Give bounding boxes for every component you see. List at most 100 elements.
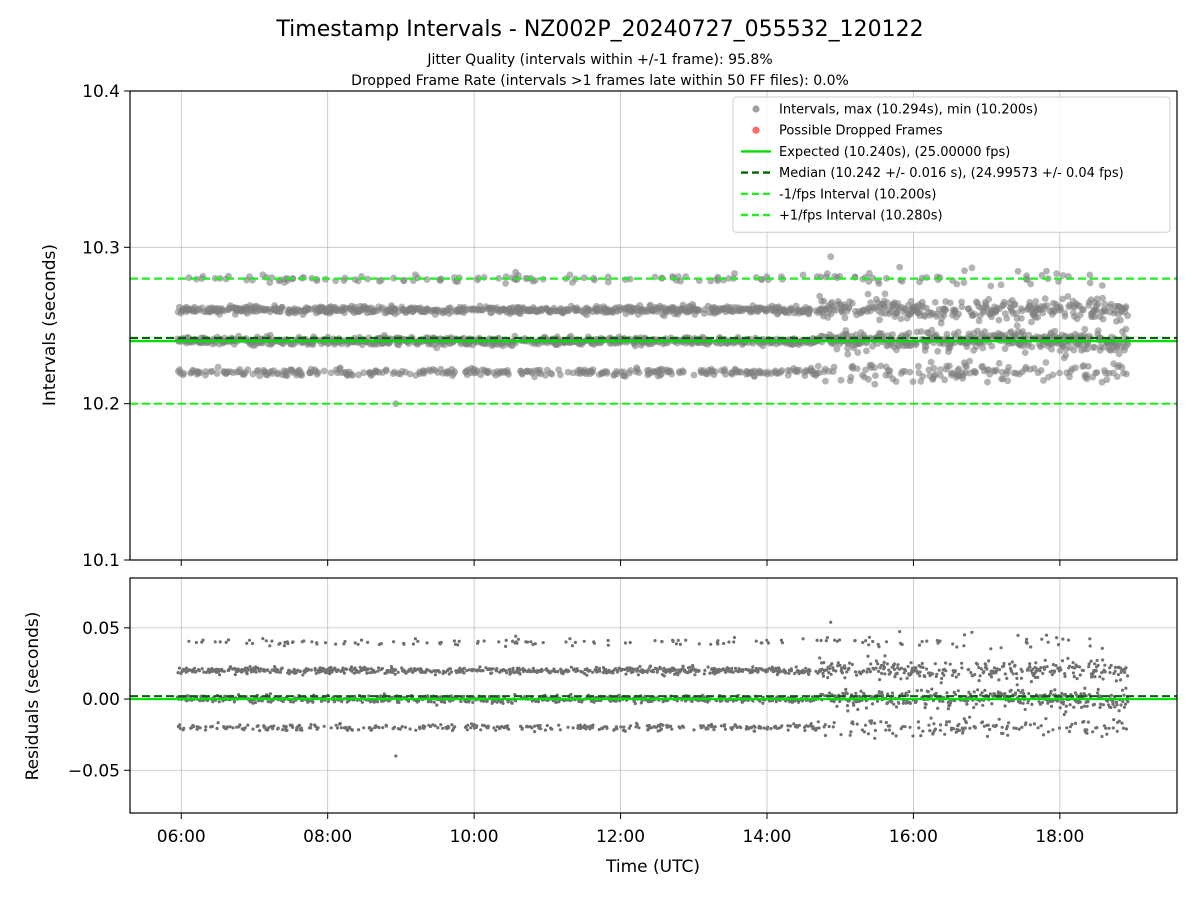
residual-point (906, 664, 910, 669)
interval-point (202, 368, 210, 375)
residual-point (719, 724, 724, 728)
residual-point (194, 640, 198, 645)
residual-point (989, 647, 993, 651)
interval-point (406, 370, 414, 378)
residual-point (243, 726, 247, 730)
interval-point (958, 303, 966, 311)
residual-point (476, 639, 480, 644)
interval-point (963, 363, 970, 371)
residual-point (879, 720, 883, 724)
interval-point (853, 365, 861, 372)
residual-point (950, 673, 955, 678)
residual-point (939, 681, 943, 685)
residual-point (852, 703, 856, 707)
residual-point (952, 727, 956, 731)
interval-point (1021, 349, 1029, 356)
residual-point (226, 638, 231, 642)
interval-point (822, 377, 829, 385)
residual-point (722, 641, 726, 646)
residual-point (897, 701, 901, 705)
residual-point (766, 641, 771, 645)
residual-point (533, 724, 537, 728)
residual-point (818, 656, 822, 660)
residual-point (892, 667, 897, 672)
residual-point (942, 673, 946, 677)
residual-point (254, 670, 258, 674)
residual-point (536, 700, 541, 704)
interval-point (711, 368, 719, 375)
residual-point (930, 672, 935, 676)
residual-point (731, 670, 735, 674)
residual-point (558, 728, 563, 732)
residual-point (977, 679, 981, 683)
interval-point (626, 275, 634, 283)
residual-point (377, 725, 381, 730)
interval-point (988, 342, 996, 350)
residual-point (646, 668, 650, 672)
residual-point (443, 700, 447, 705)
residual-point (457, 639, 461, 643)
residual-point (508, 667, 512, 671)
residual-point (885, 662, 889, 666)
residual-point (919, 734, 923, 738)
residual-point (823, 723, 827, 727)
residual-point (396, 670, 400, 674)
residual-point (504, 638, 508, 643)
residual-point (884, 640, 889, 644)
residual-point (875, 699, 880, 703)
residual-point (863, 723, 868, 727)
residual-point (340, 700, 344, 704)
residual-point (376, 669, 380, 673)
interval-point (495, 275, 503, 282)
residual-point (930, 694, 934, 698)
interval-point (997, 281, 1005, 289)
interval-point (603, 369, 611, 377)
residual-point (407, 699, 411, 703)
residual-point (923, 675, 927, 679)
interval-point (1011, 300, 1019, 308)
residual-point (1002, 661, 1006, 666)
residual-point (529, 640, 533, 644)
residual-point (300, 728, 304, 732)
residual-point (895, 671, 899, 675)
residual-point (526, 640, 530, 644)
interval-point (993, 366, 1000, 374)
residual-point (955, 645, 959, 649)
residual-point (917, 726, 921, 730)
residual-point (965, 702, 969, 706)
residual-point (187, 639, 191, 643)
residual-point (520, 726, 525, 730)
residual-point (832, 721, 836, 725)
residual-point (373, 670, 377, 674)
residual-point (900, 692, 904, 696)
interval-point (946, 299, 954, 307)
residual-point (903, 725, 907, 729)
residual-point (203, 728, 208, 732)
residual-point (439, 640, 443, 644)
residual-point (870, 702, 875, 706)
residual-point (217, 700, 221, 704)
residual-point (877, 645, 881, 649)
interval-point (725, 275, 733, 282)
interval-point (690, 371, 698, 379)
residual-point (462, 694, 466, 698)
residual-point (1001, 731, 1005, 736)
interval-point (942, 306, 950, 314)
residual-point (697, 669, 701, 673)
interval-point (1027, 280, 1035, 288)
residual-point (504, 644, 508, 649)
interval-point (480, 274, 488, 281)
interval-point (1032, 298, 1040, 305)
residual-point (637, 726, 641, 730)
residual-point (905, 676, 909, 680)
residual-point (861, 640, 865, 645)
interval-point (1093, 369, 1101, 376)
residual-point (985, 734, 990, 739)
residual-point (533, 642, 537, 646)
residual-point (309, 726, 313, 730)
residual-point (980, 720, 985, 724)
residual-point (847, 666, 851, 671)
residual-point (592, 641, 597, 645)
interval-point (953, 280, 961, 288)
residual-point (899, 677, 903, 681)
